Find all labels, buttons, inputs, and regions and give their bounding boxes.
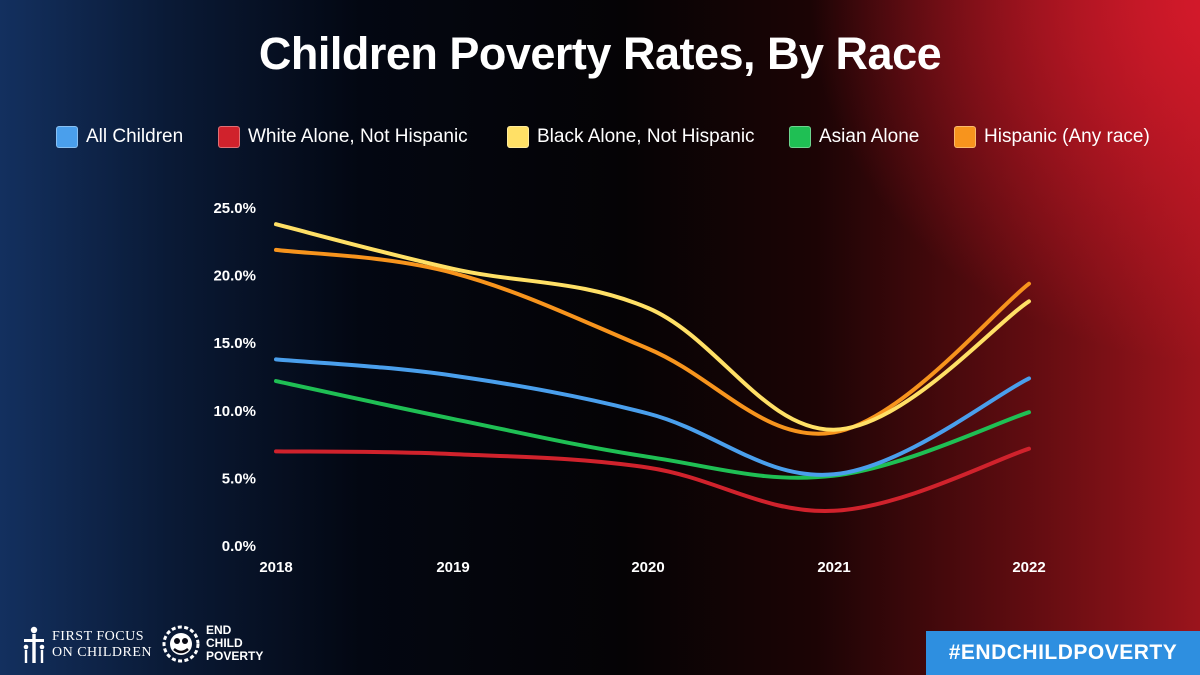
ecp-line1: END <box>206 623 232 637</box>
sunburst-icon <box>162 625 200 662</box>
end-child-poverty-logo: END CHILD POVERTY <box>162 624 263 663</box>
ecp-line2: CHILD <box>206 636 243 650</box>
series-line-asian-alone <box>274 379 1031 480</box>
series-line-all-children <box>274 357 1031 477</box>
ecp-line3: POVERTY <box>206 649 264 663</box>
y-tick-label: 5.0% <box>222 470 256 487</box>
chart-title: Children Poverty Rates, By Race <box>258 28 942 79</box>
y-tick-label: 10.0% <box>213 403 256 420</box>
series-lines <box>274 222 1031 513</box>
first-focus-line2: ON CHILDREN <box>52 645 152 660</box>
y-axis-ticks: 0.0% 5.0% 10.0% 15.0% 20.0% 25.0% <box>213 200 256 555</box>
x-tick-label: 2021 <box>817 559 850 576</box>
x-tick-label: 2019 <box>436 559 469 576</box>
first-focus-logo: FIRST FOCUS ON CHILDREN <box>22 626 152 664</box>
x-tick-label: 2018 <box>259 559 292 576</box>
series-line-white-alone <box>274 446 1031 513</box>
series-line-hispanic <box>274 247 1031 436</box>
x-tick-label: 2020 <box>631 559 664 576</box>
y-tick-label: 20.0% <box>213 268 256 285</box>
first-focus-line1: FIRST FOCUS <box>52 629 145 644</box>
y-tick-label: 15.0% <box>213 335 256 352</box>
hashtag-banner: #ENDCHILDPOVERTY <box>926 631 1200 675</box>
series-line-black-alone <box>274 222 1031 432</box>
y-tick-label: 0.0% <box>222 538 256 555</box>
y-tick-label: 25.0% <box>213 200 256 217</box>
family-icon <box>23 626 45 663</box>
x-axis-ticks: 2018 2019 2020 2021 2022 <box>259 559 1045 576</box>
x-tick-label: 2022 <box>1012 559 1045 576</box>
